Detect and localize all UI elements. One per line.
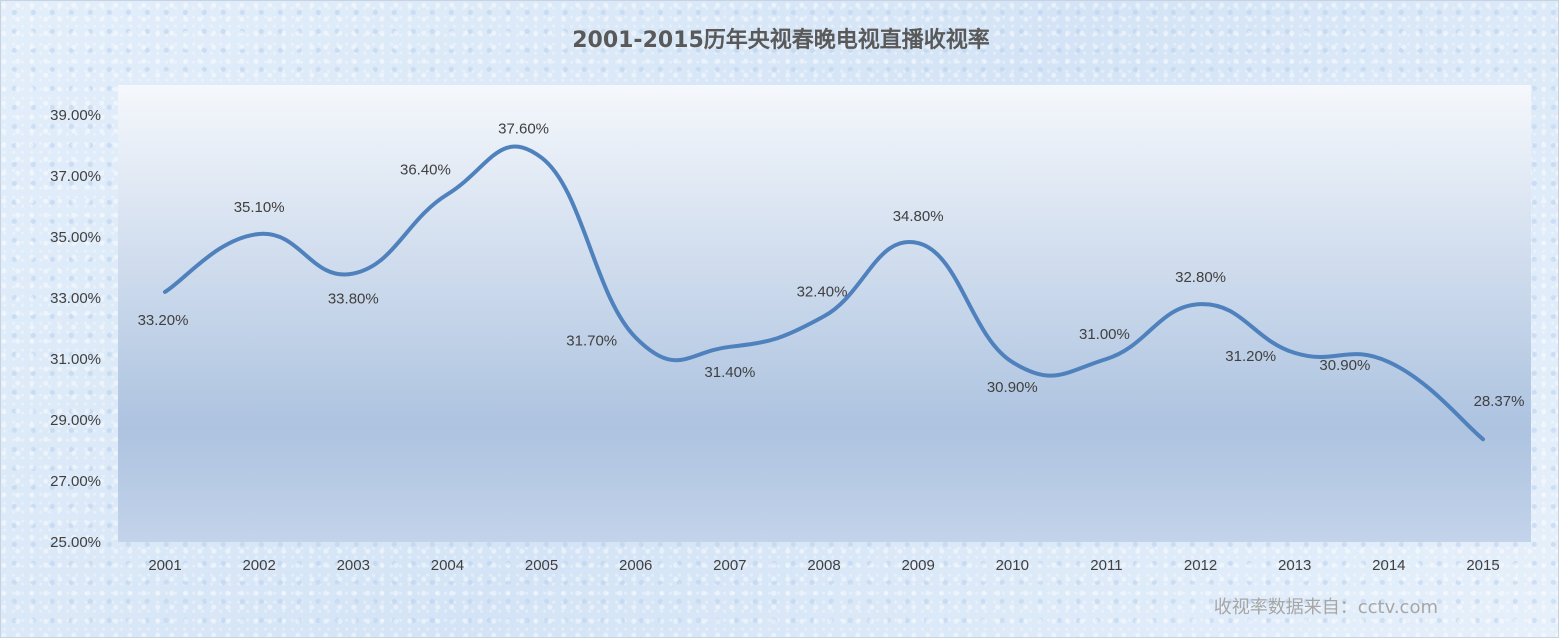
x-tick-label: 2012 (1184, 557, 1217, 574)
x-tick-label: 2013 (1278, 557, 1311, 574)
data-label: 28.37% (1474, 393, 1525, 410)
data-label: 30.90% (1319, 357, 1370, 374)
data-label: 30.90% (987, 379, 1038, 396)
x-axis: 2001 2002 2003 2004 2005 2006 2007 2008 2009 2010… (148, 557, 1499, 574)
y-tick-label: 29.00% (50, 412, 101, 429)
plot-area (118, 85, 1531, 542)
source-note: 收视率数据来自：cctv.com (1214, 597, 1438, 618)
data-label: 37.60% (498, 121, 549, 138)
data-label: 31.40% (704, 364, 755, 381)
x-tick-label: 2010 (996, 557, 1029, 574)
data-label: 32.80% (1175, 269, 1226, 286)
y-tick-label: 39.00% (50, 107, 101, 124)
x-tick-label: 2001 (148, 557, 181, 574)
y-tick-label: 27.00% (50, 473, 101, 490)
chart-title: 2001-2015历年央视春晚电视直播收视率 (572, 27, 990, 53)
y-tick-label: 35.00% (50, 229, 101, 246)
data-label: 33.20% (138, 312, 189, 329)
data-label: 34.80% (893, 208, 944, 225)
data-label: 32.40% (797, 283, 848, 300)
y-tick-label: 33.00% (50, 290, 101, 307)
data-label: 35.10% (234, 199, 285, 216)
data-label: 31.20% (1225, 348, 1276, 365)
x-tick-label: 2004 (431, 557, 464, 574)
x-tick-label: 2008 (807, 557, 840, 574)
y-tick-label: 37.00% (50, 168, 101, 185)
y-tick-label: 25.00% (50, 534, 101, 551)
data-label: 36.40% (400, 161, 451, 178)
data-labels: 33.20% 35.10% 33.80% 36.40% 37.60% 31.70% 31.4… (138, 121, 1525, 411)
x-tick-label: 2005 (525, 557, 558, 574)
y-tick-label: 31.00% (50, 351, 101, 368)
x-tick-label: 2007 (713, 557, 746, 574)
x-tick-label: 2009 (901, 557, 934, 574)
x-tick-label: 2003 (337, 557, 370, 574)
x-tick-label: 2014 (1372, 557, 1405, 574)
series-line (163, 144, 1485, 442)
x-tick-label: 2006 (619, 557, 652, 574)
data-label: 31.00% (1079, 326, 1130, 343)
data-label: 33.80% (328, 291, 379, 308)
x-tick-label: 2015 (1466, 557, 1499, 574)
data-label: 31.70% (566, 333, 617, 350)
x-tick-label: 2002 (242, 557, 275, 574)
y-axis: 25.00% 27.00% 29.00% 31.00% 33.00% 35.00% 37.0… (50, 107, 101, 551)
x-tick-label: 2011 (1090, 557, 1122, 574)
